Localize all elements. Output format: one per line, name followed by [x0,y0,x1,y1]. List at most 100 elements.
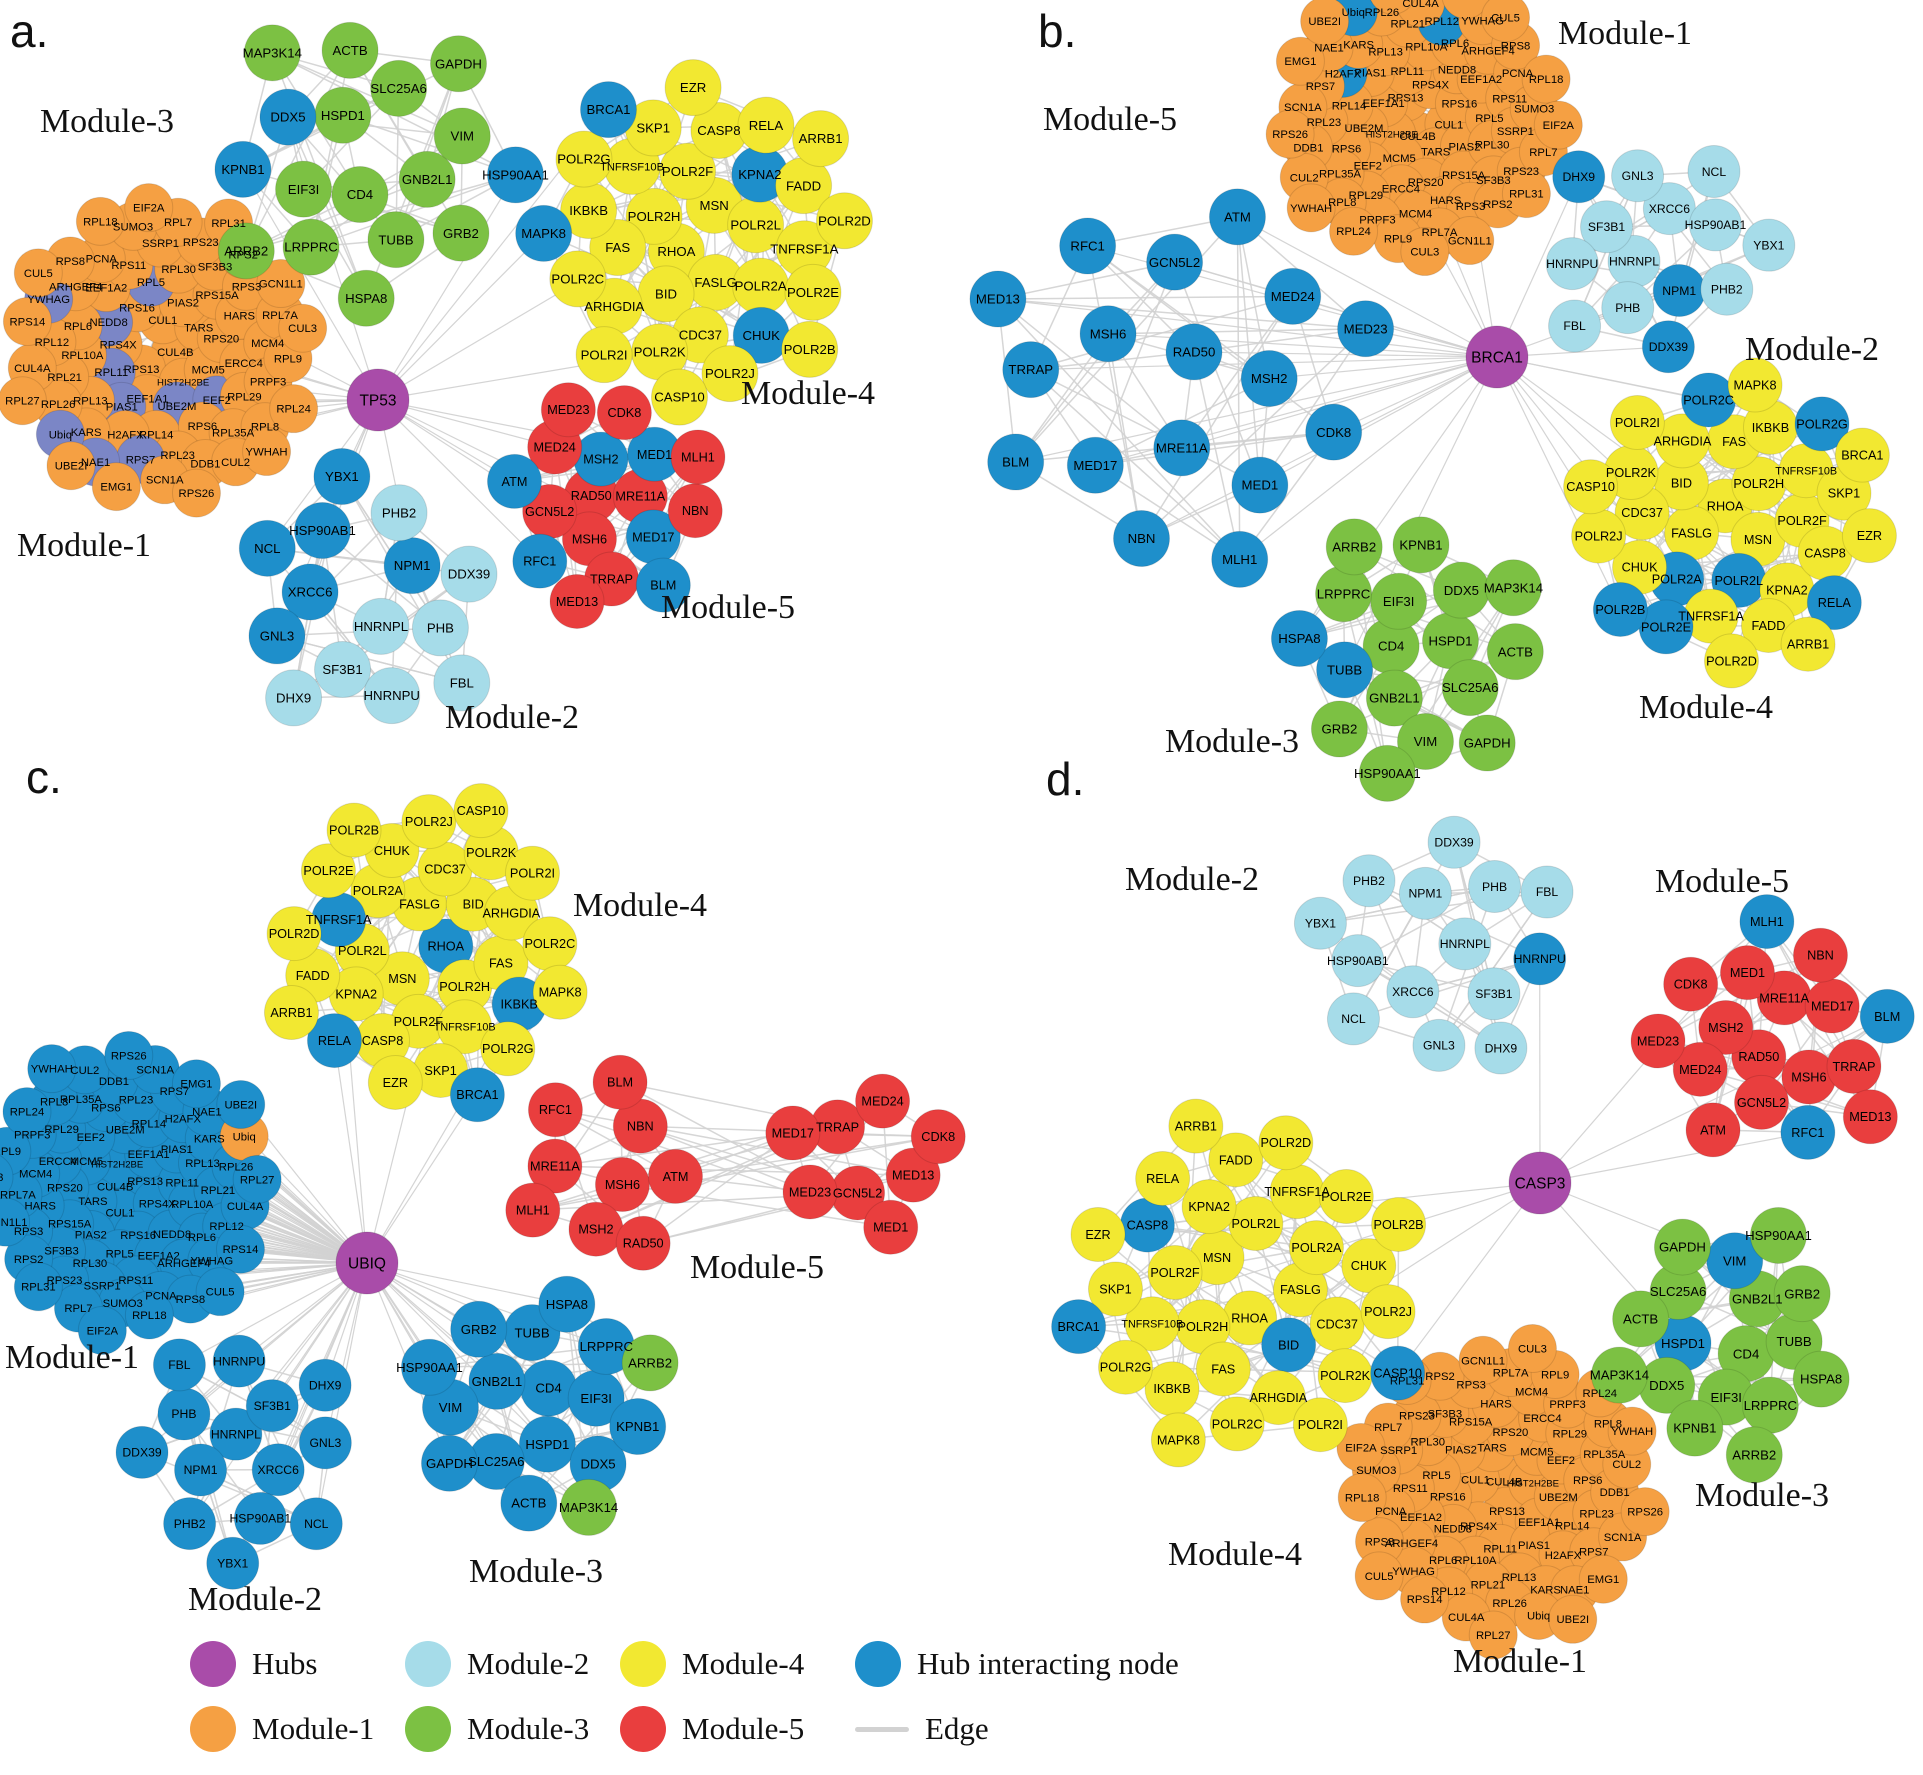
node-PHB2[interactable] [370,484,428,542]
node-BLM[interactable] [635,557,691,613]
node-ARRB1[interactable] [792,110,850,168]
node-NPM1[interactable] [383,537,441,595]
node-EMG1[interactable] [1275,36,1325,86]
node-RFC1[interactable] [512,533,568,589]
node-RPL18[interactable] [75,196,125,246]
node-UBE2I[interactable] [1300,0,1350,46]
node-MED17[interactable] [1066,436,1124,494]
node-PHB2[interactable] [1700,262,1754,316]
node-POLR2I[interactable] [1609,395,1665,451]
node-RAD50[interactable] [1165,323,1223,381]
node-HNRNPU[interactable] [363,667,421,725]
node-MAP3K14[interactable] [1484,559,1542,617]
node-EIF3I[interactable] [1370,572,1428,630]
node-POLR2D[interactable] [1703,633,1759,689]
node-MED24[interactable] [1264,267,1322,325]
node-NCL[interactable] [238,519,296,577]
node-ACTB[interactable] [1486,623,1544,681]
node-GNL3[interactable] [1611,149,1665,203]
node-RPS26[interactable] [171,468,221,518]
node-RPL27[interactable] [0,376,47,426]
node-TRRAP[interactable] [1002,341,1060,399]
node-SLC25A6[interactable] [1441,659,1499,717]
node-HSP90AA1[interactable] [486,146,544,204]
node-GAPDH[interactable] [430,35,488,93]
node-CUL5[interactable] [13,248,63,298]
node-POLR2G[interactable] [1794,396,1850,452]
node-POLR2C[interactable] [549,250,607,308]
node-EIF2A[interactable] [1533,100,1583,150]
node-DHX9[interactable] [1552,150,1606,204]
node-RPS26[interactable] [1265,109,1315,159]
node-MSH2[interactable] [1240,350,1298,408]
node-FBL[interactable] [1548,299,1602,353]
node-HSPA8[interactable] [1270,609,1328,667]
node-GCN5L2[interactable] [1146,233,1204,291]
node-POLR2B[interactable] [1592,581,1648,637]
node-NBN[interactable] [1113,509,1171,567]
node-MLH1[interactable] [1211,530,1269,588]
node-BLM[interactable] [987,433,1045,491]
node-CDK8[interactable] [596,385,652,441]
node-POLR2H[interactable] [625,187,683,245]
node-RFC1[interactable] [1059,217,1117,275]
node-MLH1[interactable] [670,429,726,485]
hub-node-BRCA1[interactable] [1465,325,1529,389]
node-RPL27[interactable] [1369,0,1417,15]
node-ATM[interactable] [486,453,542,509]
node-GAPDH[interactable] [1458,714,1516,772]
node-HSP90AA1[interactable] [1358,744,1416,802]
node-DDX39[interactable] [440,545,498,603]
node-XRCC6[interactable] [281,563,339,621]
node-DHX9[interactable] [265,669,323,727]
node-KPNB1[interactable] [1392,516,1450,574]
node-KPNB1[interactable] [214,140,272,198]
node-GRB2[interactable] [432,204,490,262]
node-HSPA8[interactable] [337,269,395,327]
node-GRB2[interactable] [1310,700,1368,758]
node-YBX1[interactable] [313,448,371,506]
node-POLR2E[interactable] [784,263,842,321]
node-EMG1[interactable] [91,462,141,512]
node-YWHAH[interactable] [1286,183,1336,233]
node-POLR2J[interactable] [701,345,759,403]
node-POLR2D[interactable] [815,192,873,250]
node-TUBB[interactable] [367,211,425,269]
node-BRCA1[interactable] [1834,427,1890,483]
node-GNL3[interactable] [248,607,306,665]
hub-node-TP53[interactable] [346,368,410,432]
node-POLR2G[interactable] [555,130,613,188]
node-VIM[interactable] [433,107,491,165]
node-CUL5[interactable] [1481,0,1531,43]
node-LRPPRC[interactable] [282,218,340,276]
node-MAPK8[interactable] [1727,357,1783,413]
node-UBE2I[interactable] [46,441,96,491]
node-SLC25A6[interactable] [370,59,428,117]
node-RELA[interactable] [1806,575,1862,631]
node-SF3B1[interactable] [1580,200,1634,254]
node-ATM[interactable] [1208,188,1266,246]
node-ARRB1[interactable] [1780,616,1836,672]
node-FBL[interactable] [433,654,491,712]
node-MSH6[interactable] [1079,305,1137,363]
node-CASP10[interactable] [650,368,708,426]
node-GNB2L1[interactable] [1365,669,1423,727]
node-MED1[interactable] [1231,456,1289,514]
node-PHB[interactable] [1601,281,1655,335]
node-HNRNPU[interactable] [1545,237,1599,291]
node-MED13[interactable] [969,270,1027,328]
node-CDK8[interactable] [1305,403,1363,461]
node-ARRB2[interactable] [1325,518,1383,576]
node-PHB[interactable] [411,599,469,657]
node-GNB2L1[interactable] [398,150,456,208]
node-MED23[interactable] [1337,300,1395,358]
node-CASP10[interactable] [1563,459,1619,515]
node-GCN1L1[interactable] [256,259,306,309]
node-YBX1[interactable] [1742,218,1796,272]
node-EIF2A[interactable] [124,183,174,233]
node-EZR[interactable] [1841,508,1897,564]
node-CD4[interactable] [331,165,389,223]
node-ARRB2[interactable] [217,222,275,280]
node-HSP90AB1[interactable] [293,502,351,560]
node-POLR2B[interactable] [781,320,839,378]
